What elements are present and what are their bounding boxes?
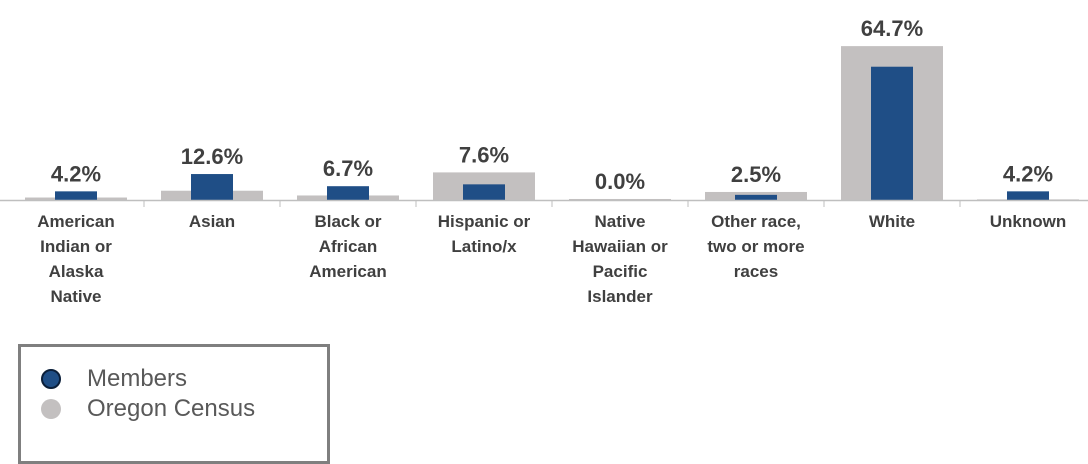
legend-swatch-oregon-census <box>41 399 61 419</box>
legend-item-oregon-census: Oregon Census <box>41 395 255 423</box>
member-bar-1 <box>191 174 233 200</box>
member-bar-5 <box>735 194 777 200</box>
legend-label-oregon-census: Oregon Census <box>87 395 256 422</box>
census-bar-4 <box>569 198 671 200</box>
legend-label-members: Members <box>87 365 188 392</box>
category-label-4-line-3: Islander <box>587 287 653 306</box>
data-label-1: 12.6% <box>181 144 243 169</box>
category-label-2-line-1: African <box>319 237 378 256</box>
data-label-6: 64.7% <box>861 16 923 41</box>
data-label-4: 0.0% <box>595 169 645 194</box>
member-bar-6 <box>871 66 913 200</box>
category-label-5-line-0: Other race, <box>711 212 801 231</box>
category-label-7-line-0: Unknown <box>990 212 1067 231</box>
category-label-0-line-3: Native <box>50 287 101 306</box>
data-label-0: 4.2% <box>51 161 101 186</box>
data-label-3: 7.6% <box>459 142 509 167</box>
category-label-4-line-1: Hawaiian or <box>572 237 668 256</box>
bar-chart: 4.2% American Indian or Alaska Native 12.6% As… <box>0 16 1088 306</box>
member-bar-7 <box>1007 191 1049 200</box>
category-label-0-line-0: American <box>37 212 114 231</box>
category-label-2-line-2: American <box>309 262 386 281</box>
legend-swatch-members <box>41 369 61 389</box>
legend-item-members: Members <box>41 365 187 393</box>
member-bar-2 <box>327 186 369 200</box>
category-label-1-line-0: Asian <box>189 212 235 231</box>
category-label-3-line-0: Hispanic or <box>438 212 531 231</box>
category-label-3-line-1: Latino/x <box>451 237 517 256</box>
category-label-4-line-2: Pacific <box>593 262 648 281</box>
category-label-5-line-1: two or more <box>707 237 804 256</box>
data-label-2: 6.7% <box>323 156 373 181</box>
category-label-2-line-0: Black or <box>314 212 381 231</box>
member-bar-3 <box>463 184 505 200</box>
legend: Members Oregon Census <box>18 344 330 464</box>
category-label-0-line-2: Alaska <box>49 262 104 281</box>
category-label-6-line-0: White <box>869 212 915 231</box>
category-label-0-line-1: Indian or <box>40 237 112 256</box>
member-bar-0 <box>55 191 97 200</box>
data-label-5: 2.5% <box>731 162 781 187</box>
data-label-7: 4.2% <box>1003 161 1053 186</box>
category-label-4-line-0: Native <box>594 212 645 231</box>
category-label-5-line-2: races <box>734 262 778 281</box>
